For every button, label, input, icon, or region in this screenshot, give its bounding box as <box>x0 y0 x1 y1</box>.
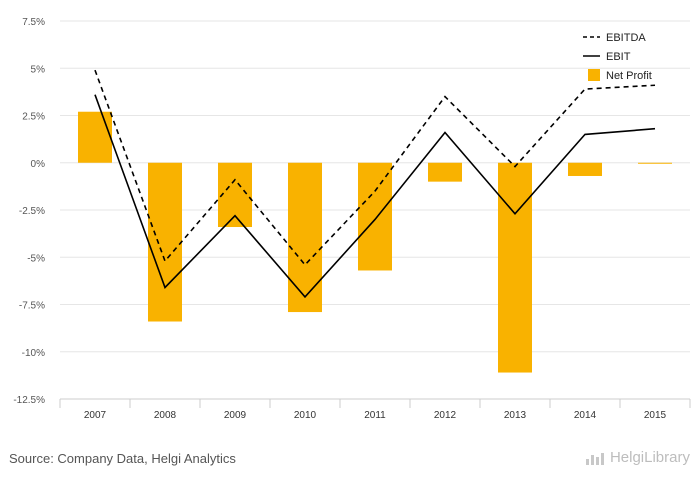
legend-swatch <box>588 69 600 81</box>
y-tick-label: -7.5% <box>19 301 45 312</box>
y-tick-label: 2.5% <box>22 112 45 123</box>
y-tick-label: -12.5% <box>13 395 45 406</box>
library-logo-icon <box>585 451 606 465</box>
y-tick-label: -10% <box>22 348 45 359</box>
brand-logo: HelgiLibrary <box>585 449 690 466</box>
y-tick-label: 7.5% <box>22 17 45 28</box>
brand-name: HelgiLibrary <box>609 449 690 466</box>
x-tick-label: 2012 <box>434 410 457 421</box>
net-profit-bars <box>78 111 672 373</box>
chart: 7.5% 5% 2.5% 0% -2.5% -5% -7.5% -10% -12.5% 2007… <box>13 17 691 421</box>
y-tick-label: -2.5% <box>19 206 45 217</box>
x-tick-label: 2010 <box>294 410 317 421</box>
net-profit-bar <box>638 162 672 164</box>
ebitda-line <box>94 69 656 267</box>
x-tick-label: 2008 <box>154 410 177 421</box>
net-profit-bar <box>498 162 532 373</box>
net-profit-bar <box>568 162 602 176</box>
source-note: Source: Company Data, Helgi Analytics <box>9 451 236 466</box>
x-tick-label: 2009 <box>224 410 247 421</box>
net-profit-bar <box>148 162 182 322</box>
legend: EBITDA EBIT Net Profit <box>583 32 652 82</box>
series-lines <box>94 69 656 299</box>
x-axis: 2007 2008 2009 2010 2011 2012 2013 2014 2015 <box>59 398 691 421</box>
x-tick-label: 2013 <box>504 410 527 421</box>
ebit-line <box>94 94 656 299</box>
net-profit-bar <box>218 162 252 228</box>
net-profit-bar <box>78 111 112 163</box>
x-tick-label: 2011 <box>364 410 386 421</box>
y-tick-label: -5% <box>27 253 45 264</box>
x-tick-label: 2007 <box>84 410 107 421</box>
legend-label: EBITDA <box>606 32 646 44</box>
x-tick-label: 2015 <box>644 410 667 421</box>
net-profit-bar <box>428 162 462 182</box>
y-tick-label: 0% <box>31 159 46 170</box>
y-tick-label: 5% <box>31 64 46 75</box>
legend-label: Net Profit <box>606 70 652 82</box>
net-profit-bar <box>288 162 322 313</box>
y-axis-ticks: 7.5% 5% 2.5% 0% -2.5% -5% -7.5% -10% -12.5% <box>13 17 45 406</box>
x-tick-label: 2014 <box>574 410 597 421</box>
legend-label: EBIT <box>606 51 631 63</box>
net-profit-bar <box>358 162 392 271</box>
